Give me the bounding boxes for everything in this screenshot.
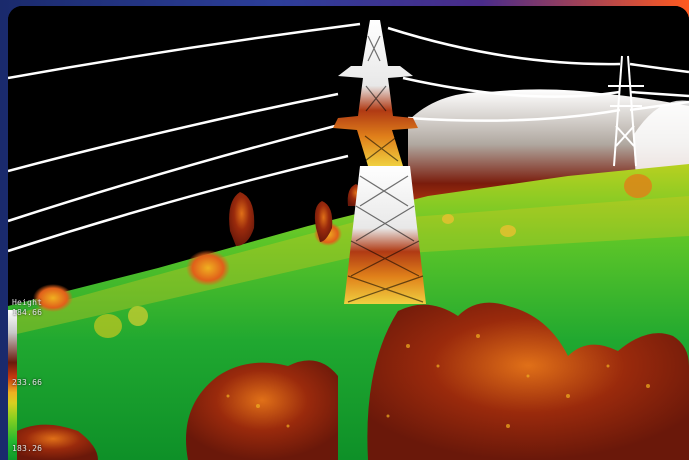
foreground-tree-left (186, 360, 338, 460)
legend-mid-value: 233.66 (12, 378, 43, 387)
bush (128, 306, 148, 326)
point-speckles (226, 334, 650, 428)
bush (624, 174, 652, 198)
bush (442, 214, 454, 224)
bush (33, 284, 73, 312)
height-legend: Height 184.66 233.66 183.26 (8, 298, 68, 460)
point-cloud-scene (8, 6, 689, 460)
bush (186, 250, 230, 286)
foreground-tree-corner (8, 424, 98, 460)
distant-tower (608, 55, 644, 167)
legend-min-value: 183.26 (12, 444, 43, 453)
tree (229, 192, 255, 246)
terrain-ridge (8, 196, 689, 336)
tree (314, 201, 333, 242)
point-cloud-viewport[interactable]: Height 184.66 233.66 183.26 (8, 6, 689, 460)
legend-max-value: 184.66 (12, 308, 43, 317)
height-color-ramp (8, 310, 17, 460)
bush (94, 314, 122, 338)
bush (500, 225, 516, 237)
foreground-tree-right (367, 302, 689, 460)
transmission-tower (333, 20, 426, 304)
legend-title: Height (12, 298, 43, 307)
power-lines (8, 22, 689, 253)
